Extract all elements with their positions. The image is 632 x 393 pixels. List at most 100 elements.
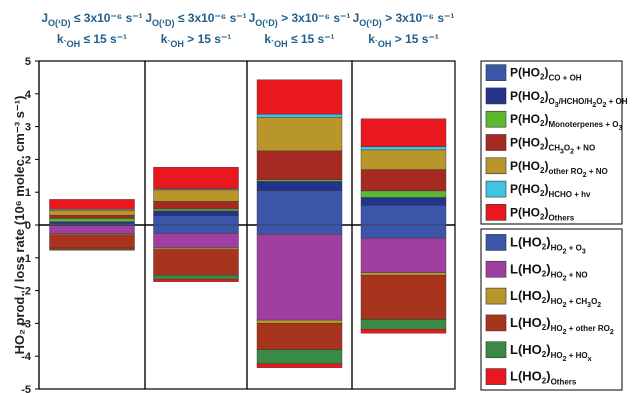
panel-title-line2: k`OH > 15 s⁻¹ — [161, 32, 232, 49]
legend-swatch — [485, 341, 507, 359]
panel-title-line1: JO(¹D) > 3x10⁻⁶ s⁻¹ — [353, 11, 455, 28]
bar-segment-loss — [153, 232, 239, 249]
bar-segment-loss — [153, 224, 239, 234]
bar-segment-production — [360, 205, 447, 226]
legend-swatch — [485, 368, 507, 385]
bar-segment-loss — [360, 274, 447, 320]
panel-title-line1: JO(¹D) > 3x10⁻⁶ s⁻¹ — [249, 11, 351, 28]
y-tick-label: -5 — [21, 384, 31, 393]
y-tick-label: 0 — [25, 220, 31, 232]
legend-label: P(HO2)CO + OH — [510, 66, 582, 83]
y-tick-label: 4 — [25, 89, 32, 101]
panel-title-line1: JO(¹D) ≤ 3x10⁻⁶ s⁻¹ — [145, 11, 246, 28]
legend-label: P(HO2)Others — [510, 205, 575, 222]
bars — [49, 79, 447, 368]
bar-segment-production — [256, 79, 343, 115]
bar-segment-loss — [49, 248, 135, 251]
bar-segment-production — [153, 215, 239, 226]
legend-swatch — [485, 204, 507, 221]
legend-swatch — [485, 180, 507, 198]
bar-segment-loss — [256, 233, 343, 321]
bar-segment-production — [360, 118, 447, 147]
y-tick-label: -3 — [21, 318, 31, 330]
bar-segment-production — [360, 197, 447, 206]
legend-label: L(HO2)HO2 + other RO2 — [510, 315, 614, 336]
legend-label: L(HO2)HO2 + O3 — [510, 234, 586, 255]
panel-titles: JO(¹D) ≤ 3x10⁻⁶ s⁻¹ k`OH ≤ 15 s⁻¹ JO(¹D) ≤… — [41, 11, 454, 49]
legend-swatch — [485, 110, 507, 128]
bar-segment-production — [153, 167, 239, 190]
bar-segment-loss — [153, 274, 239, 280]
bar-segment-production — [256, 190, 343, 226]
bar-segment-production — [49, 218, 135, 222]
bar-segment-loss — [256, 319, 343, 324]
bar-segment-loss — [153, 249, 239, 276]
panel-frame — [351, 60, 456, 390]
bar-segment-production — [49, 199, 135, 210]
bar-segment-loss — [360, 319, 447, 330]
bar-segment-production — [153, 201, 239, 210]
bar-segment-loss — [256, 323, 343, 350]
y-axis-label: HO₂ prod. / loss rate (10⁶ molec. cm⁻³ s… — [12, 96, 27, 355]
bar-segment-production — [49, 210, 135, 216]
legend-box — [480, 228, 623, 391]
legend-swatch — [485, 287, 507, 305]
bar-segment-production — [49, 221, 135, 224]
bar-segment-loss — [360, 237, 447, 273]
legend-swatch — [485, 134, 507, 151]
bar-segment-loss — [256, 363, 343, 368]
bar-segment-production — [360, 149, 447, 170]
legend-production: P(HO2)CO + OH P(HO2)O3/HCHO/H2O2 + OH P(HO… — [480, 60, 628, 225]
panel-title-line2: k`OH ≤ 15 s⁻¹ — [57, 32, 127, 49]
legend-label: L(HO2)HO2 + CH3O2 — [510, 288, 601, 309]
legend-swatch — [485, 234, 507, 251]
bar-segment-production — [153, 210, 239, 217]
bar-segment-production — [360, 146, 447, 151]
bar-segment-production — [49, 214, 135, 219]
bar-segment-production — [360, 169, 447, 192]
bar-segment-loss — [256, 224, 343, 235]
legend-swatch — [485, 260, 507, 278]
bar-segment-loss — [49, 225, 135, 235]
y-tick-label: 1 — [25, 187, 31, 199]
legend-loss: L(HO2)HO2 + O3 L(HO2)HO2 + NO L(HO2)HO2 + … — [480, 228, 623, 391]
y-tick-label: 3 — [25, 122, 31, 134]
bar-segment-production — [256, 113, 343, 118]
legend-label: P(HO2)HCHO + hv — [510, 182, 591, 199]
y-tick-label: -4 — [21, 351, 32, 363]
legend-label: P(HO2)O3/HCHO/H2O2 + OH — [510, 89, 628, 109]
bar-segment-production — [360, 190, 447, 198]
legend-swatch — [485, 314, 507, 332]
legend-label: L(HO2)HO2 + NO — [510, 261, 588, 282]
bar-segment-loss — [360, 272, 447, 276]
bar-segment-loss — [153, 278, 239, 282]
legend-swatch — [485, 64, 507, 81]
bar-segment-production — [153, 189, 239, 202]
legend-swatch — [485, 87, 507, 105]
legend-label: P(HO2)CH3O2 + NO — [510, 136, 595, 156]
bar-segment-loss — [360, 224, 447, 239]
y-tick-label: 2 — [25, 154, 31, 166]
y-tick-label: -2 — [21, 286, 31, 298]
bar-segment-loss — [256, 349, 343, 364]
bar-segment-loss — [153, 247, 239, 250]
legend-swatch — [485, 157, 507, 175]
legend-label: L(HO2)Others — [510, 369, 577, 387]
bar-segment-production — [153, 208, 239, 212]
bar-segment-loss — [360, 329, 447, 334]
y-tick-label: 5 — [25, 56, 31, 68]
panel-title-line1: JO(¹D) ≤ 3x10⁻⁶ s⁻¹ — [41, 11, 142, 28]
panel-title-line2: k`OH ≤ 15 s⁻¹ — [264, 32, 334, 49]
bar-segment-production — [256, 179, 343, 182]
legend-label: P(HO2)Monoterpenes + O3 — [510, 112, 622, 132]
legend-label: L(HO2)HO2 + HOx — [510, 342, 592, 363]
bar-segment-production — [49, 223, 135, 226]
bar-segment-production — [256, 117, 343, 152]
bar-segment-production — [256, 150, 343, 180]
legend-label: P(HO2)other RO2 + NO — [510, 159, 608, 179]
panel-title-line2: k`OH > 15 s⁻¹ — [368, 32, 439, 49]
y-tick-label: -1 — [21, 253, 31, 265]
bar-segment-loss — [49, 234, 135, 249]
bar-segment-production — [256, 181, 343, 191]
